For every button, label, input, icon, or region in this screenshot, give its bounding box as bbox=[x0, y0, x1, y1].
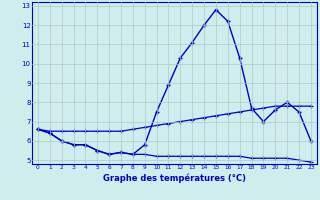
X-axis label: Graphe des températures (°C): Graphe des températures (°C) bbox=[103, 173, 246, 183]
